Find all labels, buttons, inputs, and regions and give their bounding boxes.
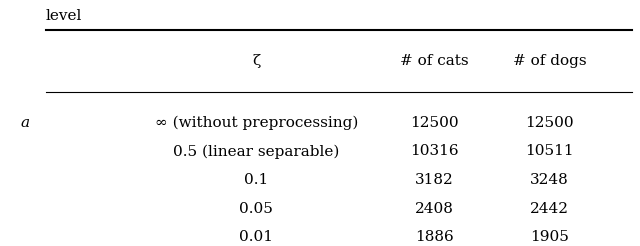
Text: 2408: 2408 [415, 201, 454, 215]
Text: 3248: 3248 [530, 173, 569, 187]
Text: 2442: 2442 [530, 201, 569, 215]
Text: 12500: 12500 [410, 116, 459, 130]
Text: ζ: ζ [252, 54, 260, 68]
Text: 0.05: 0.05 [239, 201, 273, 215]
Text: 3182: 3182 [415, 173, 454, 187]
Text: 0.1: 0.1 [244, 173, 268, 187]
Text: level: level [46, 9, 83, 23]
Text: a: a [20, 116, 29, 130]
Text: ∞ (without preprocessing): ∞ (without preprocessing) [155, 116, 358, 130]
Text: # of dogs: # of dogs [513, 54, 586, 68]
Text: 10316: 10316 [410, 144, 459, 158]
Text: 0.01: 0.01 [239, 230, 273, 244]
Text: # of cats: # of cats [401, 54, 469, 68]
Text: 12500: 12500 [525, 116, 573, 130]
Text: 0.5 (linear separable): 0.5 (linear separable) [173, 144, 339, 159]
Text: 10511: 10511 [525, 144, 573, 158]
Text: 1886: 1886 [415, 230, 454, 244]
Text: 1905: 1905 [530, 230, 569, 244]
